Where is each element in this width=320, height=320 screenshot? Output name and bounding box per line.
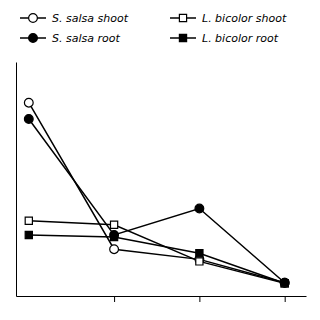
series-line [29, 235, 285, 283]
legend-label: L. bicolor shoot [202, 12, 287, 25]
legend-swatch-marker [179, 34, 186, 41]
legend-item: L. bicolor shoot [170, 12, 287, 25]
chart: S. salsa shoot S. salsa root L. bicolor sh… [0, 0, 320, 320]
series [24, 115, 289, 288]
plot [17, 63, 307, 303]
x-axis-line [17, 296, 307, 297]
series-line [29, 119, 285, 283]
series [25, 231, 288, 286]
y-axis [16, 63, 17, 297]
x-tick [199, 296, 200, 302]
marker [196, 250, 203, 257]
x-tick-mark [114, 296, 115, 302]
legend: S. salsa shoot S. salsa root L. bicolor sh… [20, 12, 287, 45]
legend-item: S. salsa root [20, 32, 120, 45]
marker [110, 245, 119, 254]
marker [280, 278, 289, 287]
clip-group [24, 98, 289, 287]
marker [110, 221, 117, 228]
marker [25, 217, 32, 224]
legend-swatch-marker [29, 14, 38, 23]
marker [280, 278, 289, 287]
y-axis-line [16, 63, 17, 297]
series-layer [24, 98, 289, 287]
legend-label: S. salsa shoot [52, 12, 129, 25]
series-line [29, 103, 285, 283]
x-tick [285, 296, 286, 302]
marker [24, 98, 33, 107]
marker [110, 233, 117, 240]
x-axis [17, 296, 307, 302]
series [25, 217, 288, 287]
marker [25, 231, 32, 238]
legend-label: S. salsa root [52, 32, 120, 45]
legend-item: S. salsa shoot [20, 12, 129, 25]
x-tick [114, 296, 115, 302]
marker [281, 280, 288, 287]
series [24, 98, 289, 287]
series-line [29, 221, 285, 284]
marker [281, 280, 288, 287]
legend-item: L. bicolor root [170, 32, 279, 45]
legend-label: L. bicolor root [202, 32, 279, 45]
x-tick-mark [199, 296, 200, 302]
legend-swatch-marker [29, 34, 38, 43]
marker [24, 115, 33, 124]
marker [196, 258, 203, 265]
legend-swatch-marker [179, 14, 186, 21]
marker [195, 204, 204, 213]
x-tick-mark [285, 296, 286, 302]
